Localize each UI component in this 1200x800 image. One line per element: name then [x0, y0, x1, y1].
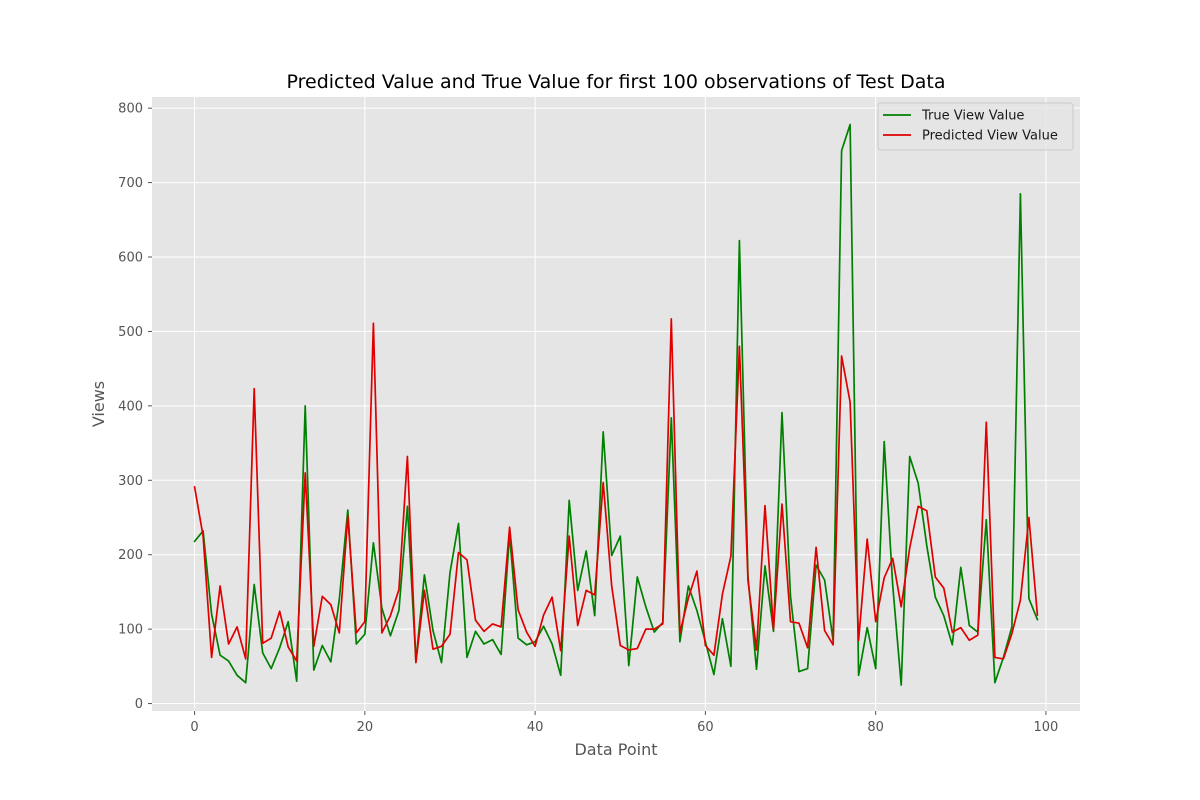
y-tick-label: 500 [118, 325, 143, 340]
y-axis-title: Views [89, 381, 108, 427]
y-tick-label: 800 [118, 102, 143, 117]
series-line-true [193, 123, 1039, 686]
legend-label-true: True View Value [921, 109, 1024, 124]
series-line-predicted [193, 317, 1039, 664]
x-tick-label: 40 [527, 720, 544, 735]
grid-lines [152, 97, 1080, 711]
y-tick-label: 200 [118, 548, 143, 563]
plot-area [152, 97, 1080, 711]
x-tick-label: 60 [697, 720, 714, 735]
legend-label-predicted: Predicted View Value [922, 129, 1058, 144]
y-tick-label: 300 [118, 474, 143, 489]
y-tick-label: 100 [118, 623, 143, 638]
y-tick-label: 0 [135, 697, 143, 712]
legend-box [877, 102, 1074, 151]
chart-title: Predicted Value and True Value for first… [287, 71, 946, 93]
x-tick-label: 80 [867, 720, 884, 735]
y-tick-label: 700 [118, 176, 143, 191]
x-tick-label: 100 [1034, 720, 1059, 735]
y-tick-label: 400 [118, 399, 143, 414]
x-tick-label: 20 [357, 720, 374, 735]
axis-ticks: 0 20 40 60 80 100 0 100 200 300 400 500 600 700 800 [118, 102, 1058, 735]
legend: True View Value Predicted View Value [877, 102, 1074, 151]
x-tick-label: 0 [190, 720, 198, 735]
x-axis-title: Data Point [574, 740, 657, 759]
y-tick-label: 600 [118, 251, 143, 266]
series-lines [193, 123, 1039, 686]
